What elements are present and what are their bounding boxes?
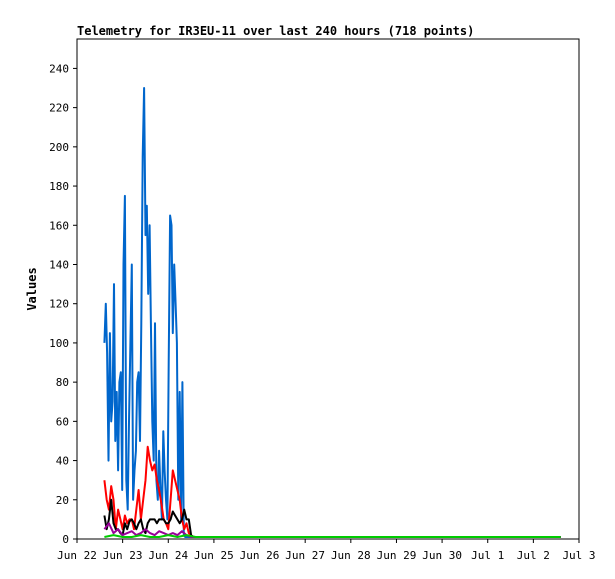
y-tick-label: 220 [49, 102, 69, 115]
chart-title: Telemetry for IR3EU-11 over last 240 hou… [77, 24, 474, 38]
x-tick-label: Jun 29 [377, 549, 417, 562]
y-axis: 0 20 40 60 80 100 120 140 160 180 200 220 240 [49, 62, 77, 546]
y-tick-label: 180 [49, 180, 69, 193]
y-tick-label: 240 [49, 62, 69, 75]
y-tick-label: 140 [49, 258, 69, 271]
series-lines [103, 87, 561, 538]
y-axis-label: Values [25, 267, 39, 310]
y-tick-label: 40 [56, 455, 69, 468]
y-tick-label: 200 [49, 141, 69, 154]
x-tick-label: Jun 28 [331, 549, 371, 562]
x-tick-label: Jun 25 [194, 549, 234, 562]
y-tick-label: 100 [49, 337, 69, 350]
x-tick-label: Jun 23 [103, 549, 143, 562]
x-tick-label: Jun 22 [57, 549, 97, 562]
x-tick-label: Jun 27 [285, 549, 325, 562]
x-tick-label: Jul 2 [517, 549, 550, 562]
y-tick-label: 80 [56, 376, 69, 389]
x-tick-label: Jun 24 [148, 549, 188, 562]
y-tick-label: 0 [62, 533, 69, 546]
x-tick-label: Jun 26 [240, 549, 280, 562]
plot-frame [76, 38, 580, 540]
y-tick-label: 20 [56, 494, 69, 507]
y-tick-label: 60 [56, 415, 69, 428]
series-line-4 [104, 534, 561, 538]
x-tick-label: Jul 1 [471, 549, 504, 562]
x-tick-label: Jun 30 [422, 549, 462, 562]
y-tick-label: 160 [49, 219, 69, 232]
x-axis: Jun 22 Jun 23 Jun 24 Jun 25 Jun 26 Jun 27 Jun … [57, 539, 596, 562]
y-tick-label: 120 [49, 298, 69, 311]
x-tick-label: Jul 3 [562, 549, 595, 562]
